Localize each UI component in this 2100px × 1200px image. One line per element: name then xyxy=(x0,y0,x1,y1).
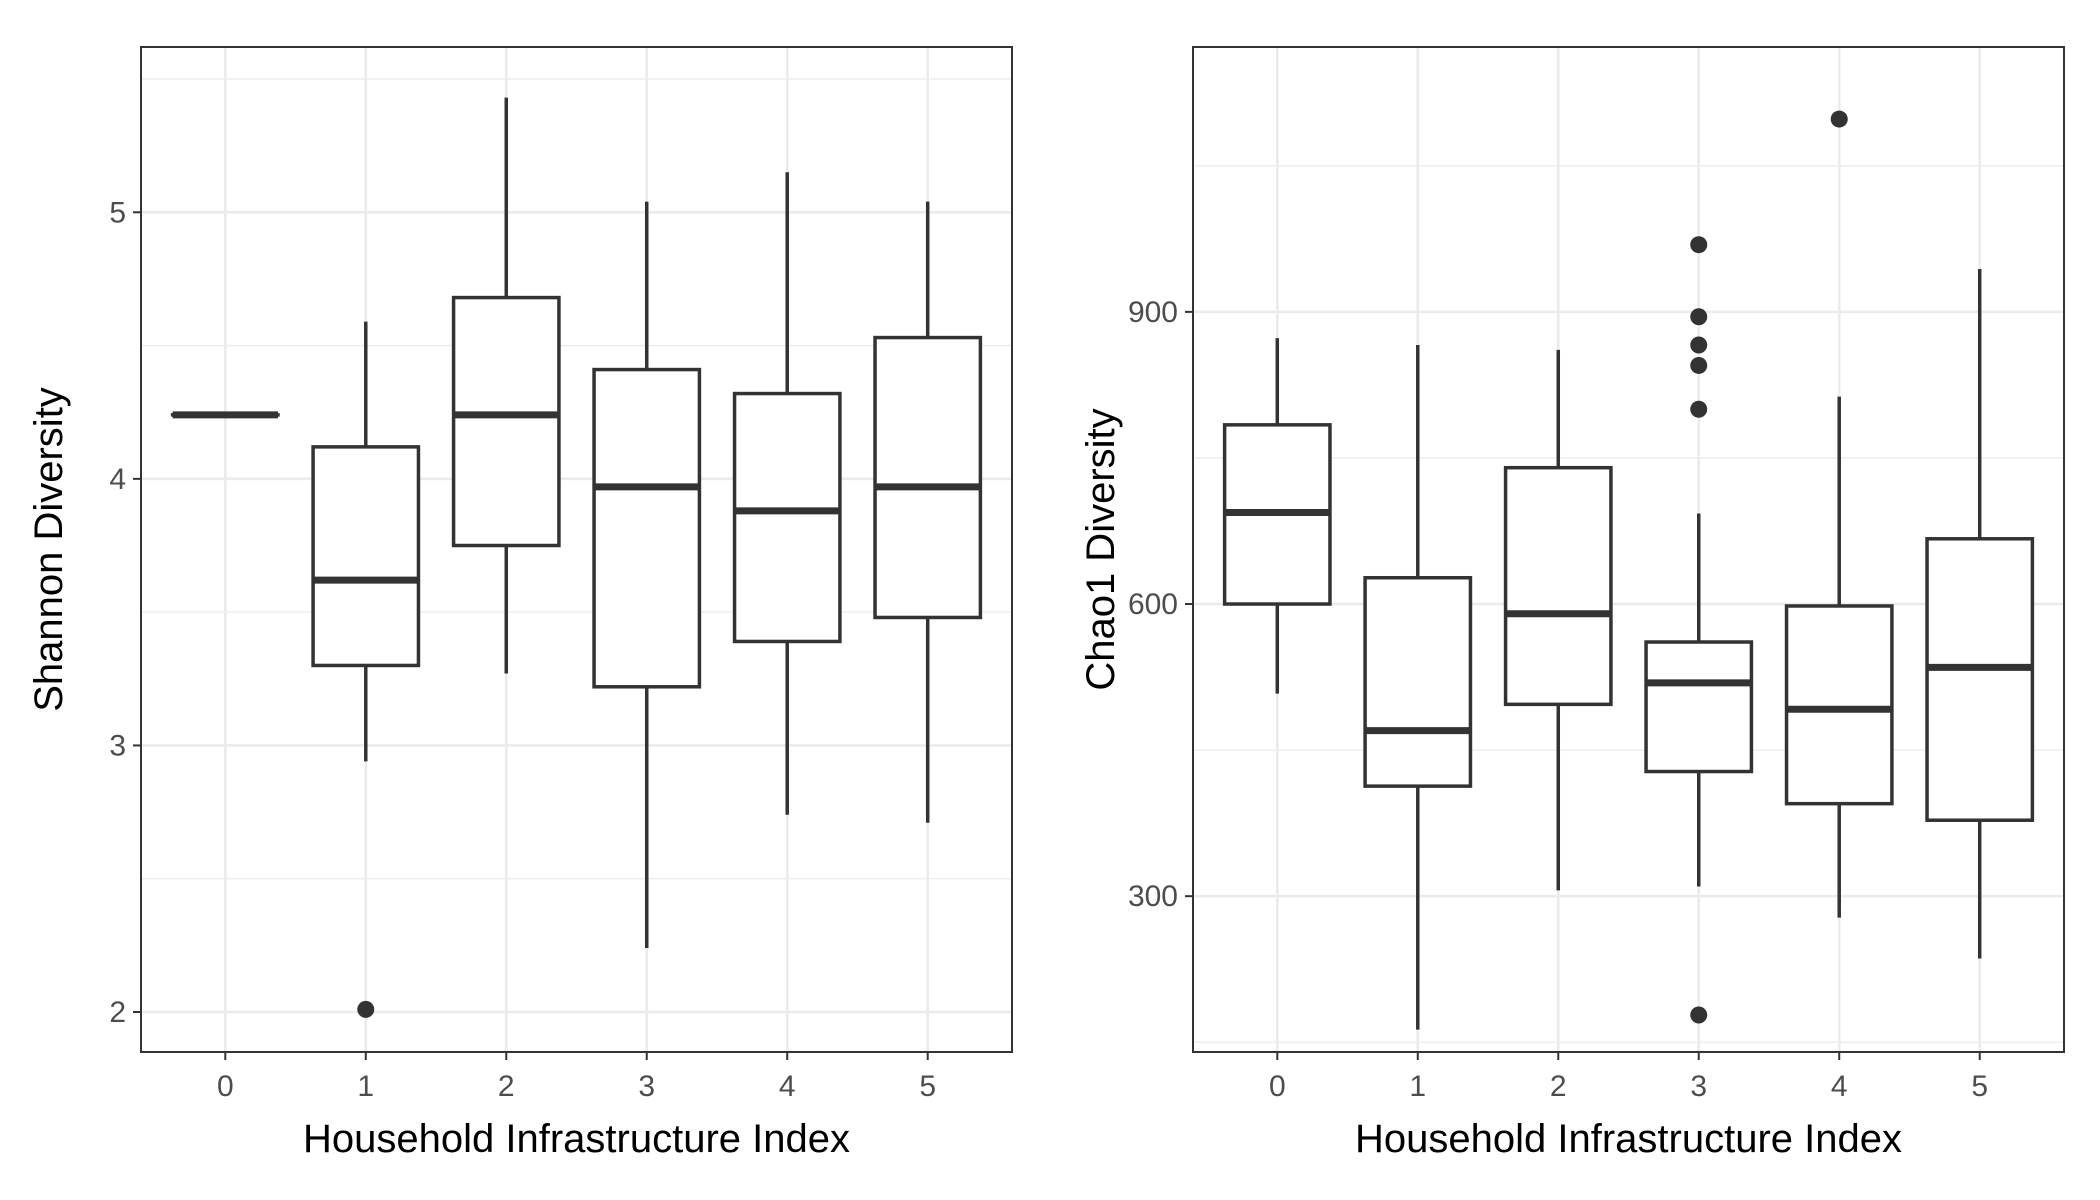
box-body xyxy=(732,391,842,644)
box-1 xyxy=(311,321,421,1018)
outlier-point xyxy=(1690,400,1708,418)
box-1 xyxy=(1363,344,1473,1030)
x-tick-label: 0 xyxy=(1269,1070,1286,1103)
y-tick-label: 300 xyxy=(1128,880,1178,913)
y-tick-label: 600 xyxy=(1128,588,1178,621)
box-body xyxy=(592,367,702,689)
x-tick-label: 3 xyxy=(638,1070,655,1103)
x-tick-label: 4 xyxy=(1831,1070,1848,1103)
x-axis-title: Household Infrastructure Index xyxy=(303,1117,850,1161)
x-tick-label: 4 xyxy=(779,1070,796,1103)
box-5 xyxy=(1925,269,2035,959)
x-tick-label: 5 xyxy=(1971,1070,1988,1103)
box-body xyxy=(1363,575,1473,788)
box-2 xyxy=(451,97,561,674)
outlier-point xyxy=(1690,356,1708,374)
box-2 xyxy=(1503,349,1613,891)
box-4 xyxy=(1784,110,1894,918)
x-tick-label: 3 xyxy=(1690,1070,1707,1103)
outlier-point xyxy=(1690,336,1708,354)
outlier-point xyxy=(357,1000,375,1018)
box-5 xyxy=(873,201,983,823)
outlier-point xyxy=(1690,308,1708,326)
box-body xyxy=(1503,465,1613,707)
panel-border xyxy=(1192,46,2065,1053)
panel-border xyxy=(140,46,1013,1053)
panel-background xyxy=(141,47,1012,1052)
x-axis-title: Household Infrastructure Index xyxy=(1355,1117,1902,1161)
box-body xyxy=(311,445,421,668)
outlier-point xyxy=(1690,236,1708,254)
box-0 xyxy=(1222,338,1332,694)
outlier-point xyxy=(1690,1006,1708,1024)
x-tick-label: 2 xyxy=(1550,1070,1567,1103)
box-4 xyxy=(732,172,842,815)
y-tick-label: 900 xyxy=(1128,296,1178,329)
y-tick-label: 4 xyxy=(109,463,126,496)
box-body xyxy=(451,295,561,548)
y-axis-title: Chao1 Diversity xyxy=(1079,408,1123,690)
outlier-point xyxy=(1830,110,1848,128)
y-tick-label: 2 xyxy=(109,996,126,1029)
y-axis-title: Shannon Diversity xyxy=(27,387,71,712)
panel-2: 300 600 900 0 1 2 3 4 5 Household Infrastructure … xyxy=(1079,46,2065,1161)
box-body xyxy=(873,335,983,620)
x-tick-label: 1 xyxy=(1409,1070,1426,1103)
x-tick-label: 0 xyxy=(217,1070,234,1103)
box-body xyxy=(1925,537,2035,822)
box-body xyxy=(1644,640,1754,774)
box-body xyxy=(1784,604,1894,806)
box-3 xyxy=(592,201,702,949)
y-tick-label: 3 xyxy=(109,729,126,762)
x-tick-label: 2 xyxy=(498,1070,515,1103)
x-tick-label: 5 xyxy=(919,1070,936,1103)
panel-1: 2 3 4 5 0 1 2 3 4 5 Household Infrastructure Index… xyxy=(27,46,1013,1161)
x-tick-label: 1 xyxy=(357,1070,374,1103)
y-tick-label: 5 xyxy=(109,196,126,229)
box-3 xyxy=(1644,236,1754,1024)
panel-background xyxy=(1193,47,2064,1052)
